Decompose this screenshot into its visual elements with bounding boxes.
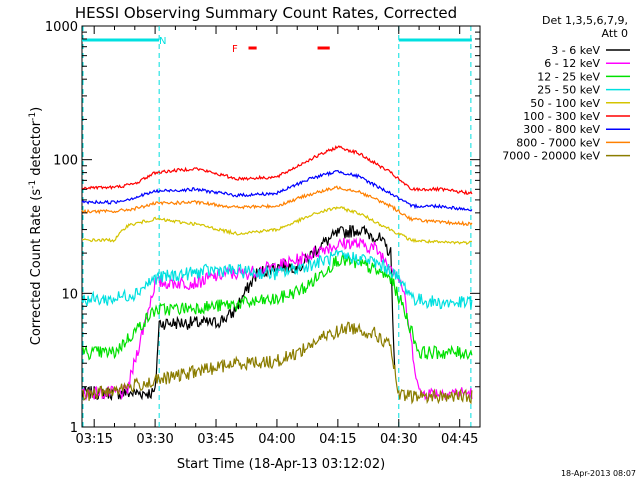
y-axis-label-main: Corrected Count Rate (s (29, 189, 44, 346)
axis-layer: 03:15 03:30 03:45 04:00 04:15 04:30 04:45 1 10 10… (45, 20, 481, 447)
y-tick-label-2: 100 (53, 154, 78, 169)
chart-title: HESSI Observing Summary Count Rates, Cor… (75, 4, 457, 22)
y-axis-label-exp1: -1 (28, 180, 38, 189)
legend-label-0: 3 - 6 keV (551, 44, 600, 57)
series-line-1 (81, 237, 473, 401)
legend-label-1: 6 - 12 keV (544, 57, 600, 70)
y-axis-label-exp2: -1 (28, 112, 38, 121)
legend-label-6: 300 - 800 keV (523, 123, 600, 136)
series-line-2 (81, 253, 473, 361)
legend-label-3: 25 - 50 keV (537, 84, 600, 97)
x-tick-label-5: 04:30 (380, 432, 417, 447)
series-line-6 (81, 169, 473, 212)
legend-label-2: 12 - 25 keV (537, 70, 600, 83)
series-line-5 (81, 145, 473, 195)
legend-label-5: 100 - 300 keV (523, 110, 600, 123)
y-axis-label: Corrected Count Rate (s-1 detector-1) (28, 107, 44, 345)
legend-header-att: Att 0 (602, 27, 628, 40)
legend-label-8: 7000 - 20000 keV (502, 150, 600, 163)
flare-flag-label: F (232, 44, 238, 55)
legend-label-4: 50 - 100 keV (530, 97, 600, 110)
series-line-0 (81, 224, 396, 401)
series-layer (81, 145, 473, 405)
timestamp: 18-Apr-2013 08:07 (561, 469, 636, 478)
y-tick-label-1: 10 (61, 287, 78, 302)
y-tick-label-3: 1000 (45, 20, 78, 35)
x-tick-label-0: 03:15 (75, 432, 112, 447)
night-flag-label: N (159, 36, 166, 47)
series-line-3 (81, 249, 473, 310)
y-axis-label-end: ) (29, 107, 44, 112)
x-tick-label-2: 03:45 (197, 432, 234, 447)
y-tick-label-0: 1 (70, 421, 78, 436)
series-line-7 (81, 185, 473, 227)
x-axis-label: Start Time (18-Apr-13 03:12:02) (177, 457, 385, 472)
series-line-8 (81, 321, 473, 405)
y-axis-label-mid: detector (29, 120, 44, 180)
legend-header: Det 1,3,5,6,7,9, (542, 14, 628, 27)
flag-layer (82, 26, 472, 427)
plot-area: 03:15 03:30 03:45 04:00 04:15 04:30 04:45 1 10 10… (45, 20, 481, 447)
plot-frame (81, 25, 481, 428)
x-tick-label-4: 04:15 (319, 432, 356, 447)
x-tick-label-1: 03:30 (136, 432, 173, 447)
series-line-4 (82, 206, 472, 245)
x-tick-label-3: 04:00 (258, 432, 295, 447)
legend-label-7: 800 - 7000 keV (516, 136, 600, 149)
x-tick-label-6: 04:45 (441, 432, 478, 447)
